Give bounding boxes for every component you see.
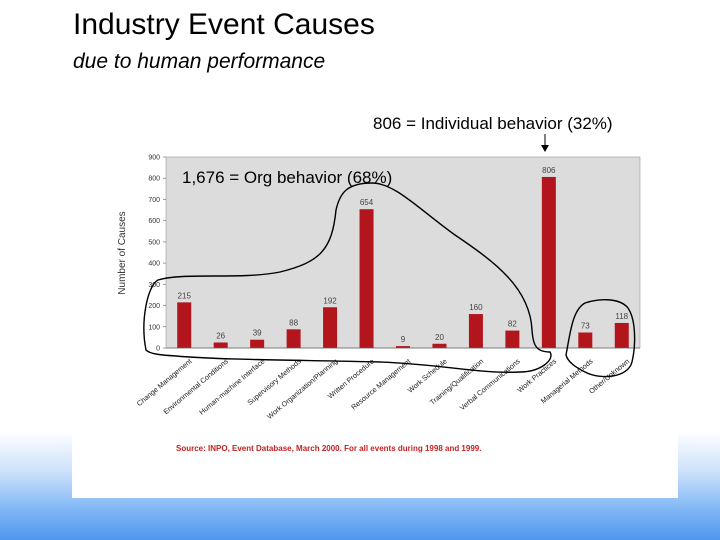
bar-value-label: 39: [253, 329, 262, 338]
y-axis-label: Number of Causes: [117, 211, 128, 294]
slide-subtitle: due to human performance: [73, 50, 326, 73]
y-tick-label: 500: [148, 239, 160, 246]
bar-value-label: 215: [178, 291, 192, 300]
bar-value-label: 73: [581, 322, 590, 331]
bar: [468, 314, 483, 348]
bar-value-label: 160: [469, 303, 483, 312]
y-tick-label: 800: [148, 176, 160, 183]
bar-value-label: 9: [401, 335, 406, 344]
bar: [213, 342, 228, 348]
other-group-outline: [565, 299, 636, 378]
y-tick-label: 700: [148, 197, 160, 204]
bar-value-label: 20: [435, 333, 444, 342]
bar: [432, 343, 447, 348]
bar-value-label: 654: [360, 198, 374, 207]
category-label: Human-machine Interface: [197, 357, 266, 417]
y-tick-label: 200: [148, 303, 160, 310]
plot-area: [165, 156, 641, 349]
chart-source-note: Source: INPO, Event Database, March 2000…: [176, 444, 482, 453]
y-tick-label: 600: [148, 218, 160, 225]
y-tick-label: 0: [156, 346, 160, 353]
bar-value-label: 26: [216, 331, 225, 340]
bar-value-label: 118: [615, 312, 628, 321]
slide-title: Industry Event Causes: [73, 8, 375, 41]
category-label: Work Organization/Planning: [265, 357, 339, 421]
individual-behavior-annotation: 806 = Individual behavior (32%): [373, 114, 613, 133]
bar: [323, 307, 338, 348]
bar: [250, 339, 265, 348]
bar-value-label: 82: [508, 320, 517, 329]
bar-value-label: 192: [323, 296, 337, 305]
bar: [505, 330, 520, 348]
bar: [396, 346, 410, 348]
category-label: Environmental Conditions: [161, 356, 230, 416]
y-tick-label: 900: [148, 155, 160, 162]
annotation-pointer-arrowhead: [541, 145, 549, 152]
bar: [286, 329, 301, 348]
bar-value-label: 88: [289, 318, 298, 327]
bar: [177, 302, 192, 348]
bar: [578, 332, 593, 348]
category-label: Verbal Communications: [458, 356, 522, 412]
y-tick-label: 100: [148, 324, 160, 331]
org-behavior-annotation: 1,676 = Org behavior (68%): [182, 168, 393, 187]
bar-value-label: 806: [542, 166, 556, 175]
org-behavior-outline: [143, 182, 552, 373]
bar: [541, 176, 556, 348]
bar: [359, 209, 374, 348]
y-tick-label: 300: [148, 282, 160, 289]
y-tick-label: 400: [148, 261, 160, 268]
bar: [614, 322, 629, 348]
